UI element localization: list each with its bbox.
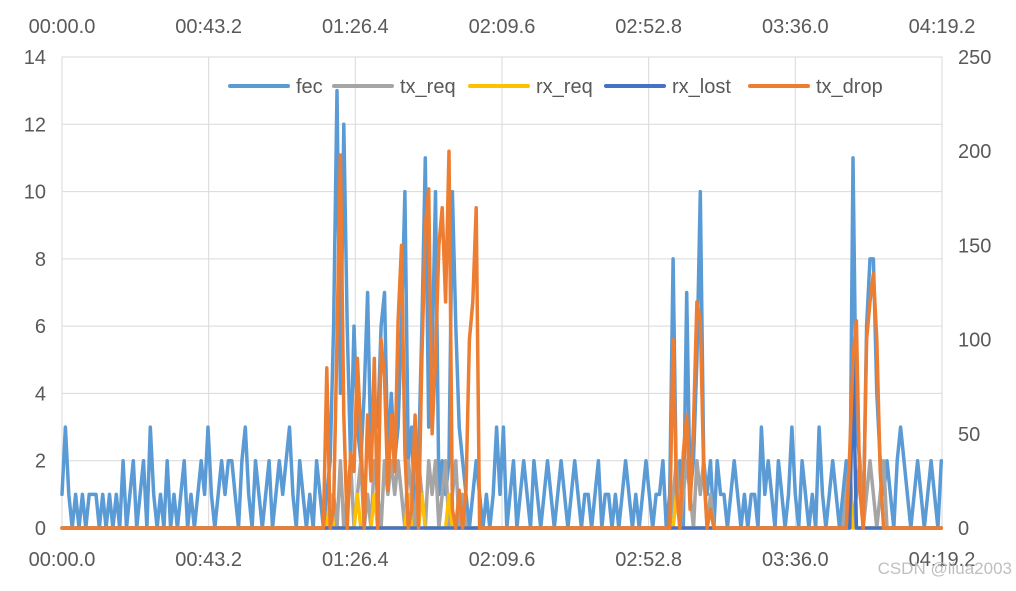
y-left-tick-label: 8	[35, 249, 46, 271]
legend-item-rx-lost: rx_lost	[604, 76, 731, 98]
x-top-tick-label: 00:00.0	[29, 16, 96, 38]
x-bottom-tick-label: 02:09.6	[469, 549, 536, 571]
y-left-tick-label: 12	[24, 114, 46, 136]
y-right-tick-label: 100	[958, 330, 991, 352]
legend-item-tx-drop: tx_drop	[748, 76, 883, 98]
x-top-tick-label: 00:43.2	[175, 16, 242, 38]
y-left-tick-label: 6	[35, 316, 46, 338]
legend-label: tx_req	[400, 76, 456, 98]
x-bottom-tick-label: 00:43.2	[175, 549, 242, 571]
legend-label: rx_req	[536, 76, 593, 98]
x-top-tick-label: 02:09.6	[469, 16, 536, 38]
x-bottom-tick-label: 03:36.0	[762, 549, 829, 571]
x-top-tick-label: 02:52.8	[615, 16, 682, 38]
legend-item-tx-req: tx_req	[332, 76, 456, 98]
legend-label: rx_lost	[672, 76, 731, 98]
y-left-tick-label: 10	[24, 182, 46, 204]
x-bottom-tick-label: 01:26.4	[322, 549, 389, 571]
x-bottom-tick-label: 00:00.0	[29, 549, 96, 571]
x-top-tick-label: 01:26.4	[322, 16, 389, 38]
y-left-tick-label: 14	[24, 47, 46, 69]
y-right-tick-label: 50	[958, 424, 980, 446]
y-left-tick-label: 0	[35, 518, 46, 540]
x-bottom-tick-label: 04:19.2	[909, 549, 976, 571]
x-top-tick-label: 03:36.0	[762, 16, 829, 38]
y-right-tick-label: 150	[958, 235, 991, 257]
y-left-tick-label: 4	[35, 383, 46, 405]
x-bottom-tick-label: 02:52.8	[615, 549, 682, 571]
y-right-tick-label: 200	[958, 141, 991, 163]
legend-item-rx-req: rx_req	[468, 76, 593, 98]
watermark: CSDN @liua2003	[878, 559, 1012, 578]
x-top-tick-label: 04:19.2	[909, 16, 976, 38]
series-line-fec	[60, 88, 944, 530]
y-right-tick-label: 250	[958, 47, 991, 69]
y-left-tick-label: 2	[35, 451, 46, 473]
legend-label: fec	[296, 76, 323, 98]
legend-label: tx_drop	[816, 76, 883, 98]
y-right-tick-label: 0	[958, 518, 969, 540]
legend-item-fec: fec	[228, 76, 323, 98]
series-line-tx-drop	[60, 149, 944, 530]
